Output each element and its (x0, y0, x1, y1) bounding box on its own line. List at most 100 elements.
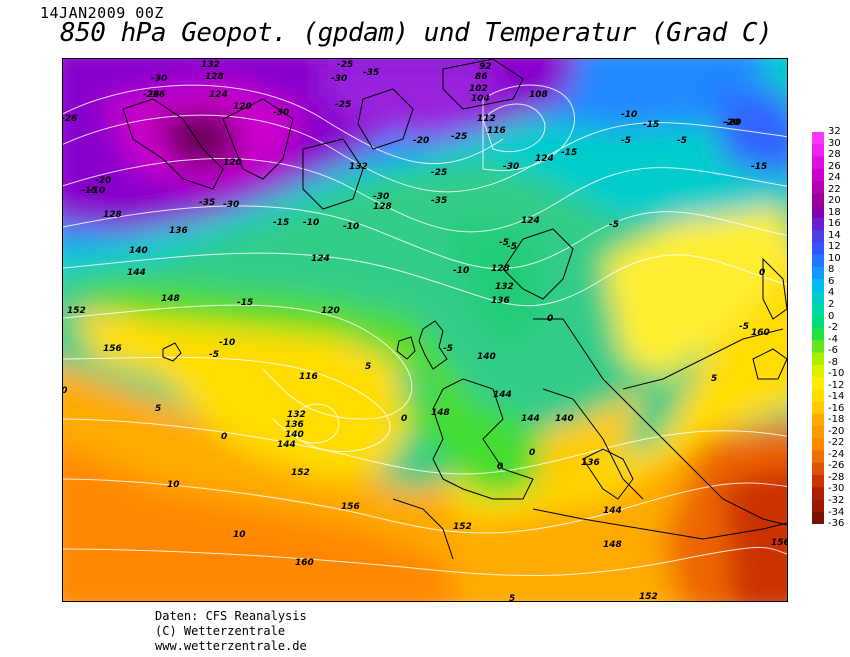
geopot-label: 144 (521, 414, 540, 424)
geopot-label: 156 (103, 344, 122, 354)
temp-label: 0 (497, 462, 503, 472)
credits-copyright: (C) Wetterzentrale (155, 624, 286, 638)
geopot-label: 140 (129, 246, 148, 256)
colorbar-tick-label: 22 (828, 183, 841, 195)
geopot-label: 148 (161, 294, 180, 304)
colorbar-swatch (812, 487, 824, 500)
temp-label: -10 (89, 186, 105, 196)
temp-label: -5 (209, 350, 219, 360)
colorbar-tick-label: -16 (828, 402, 845, 414)
colorbar-swatch (812, 328, 824, 341)
temp-label: -5 (677, 136, 687, 146)
geopot-label: 140 (477, 352, 496, 362)
temp-label: -15 (81, 186, 97, 196)
chart-title: 850 hPa Geopot. (gpdam) und Temperatur (… (60, 18, 773, 48)
colorbar-swatch (812, 144, 824, 157)
colorbar-swatch (812, 254, 824, 268)
colorbar-tick-label: -18 (828, 414, 845, 426)
credits-website: www.wetterzentrale.de (155, 639, 307, 653)
coastlines (122, 59, 787, 560)
geopot-label: 124 (521, 216, 540, 226)
geopot-label: 124 (535, 154, 554, 164)
geopot-label: 152 (67, 306, 86, 316)
temp-label: -15 (273, 218, 289, 228)
colorbar-tick-label: 24 (828, 172, 841, 184)
colorbar-swatch (812, 193, 824, 206)
colorbar-swatch (812, 377, 824, 390)
map-canvas: -30 -25 -35 -30 -26 -25 -30 -20 -10 -15 … (63, 59, 787, 601)
temp-label: -5 (499, 238, 509, 248)
temp-label: -5 (507, 242, 517, 252)
colorbar-swatch (812, 315, 824, 329)
temp-label: -10 (343, 222, 359, 232)
geopot-label: 140 (285, 430, 304, 440)
geopot-label: 112 (477, 114, 496, 124)
geopot-label: 132 (349, 162, 368, 172)
colorbar-swatch (812, 156, 824, 170)
temp-label: 0 (759, 268, 765, 278)
colorbar-tick-label: -24 (828, 448, 845, 460)
geopot-label: 132 (201, 60, 220, 70)
temp-label: -35 (199, 198, 215, 208)
colorbar-tick-label: 32 (828, 126, 841, 137)
colorbar-swatch (812, 389, 824, 402)
colorbar-tick-label: -36 (828, 518, 845, 529)
colorbar-tick-label: -32 (828, 494, 845, 506)
temp-label: -20 (723, 118, 739, 128)
geopot-label: 104 (471, 94, 490, 104)
colorbar-tick-label: 4 (828, 287, 835, 299)
colorbar-tick-label: -22 (828, 437, 845, 449)
colorbar-tick-label: -14 (828, 391, 845, 403)
colorbar-swatch (812, 217, 824, 231)
geopot-label: 140 (555, 414, 574, 424)
colorbar-tick-label: -26 (828, 460, 845, 472)
geopot-label: 136 (491, 296, 510, 306)
geopot-label: 116 (299, 372, 318, 382)
geopot-label: 160 (751, 328, 770, 338)
temp-label: 0 (401, 414, 407, 424)
geopot-label: 128 (491, 264, 510, 274)
colorbar-swatch (812, 181, 824, 194)
geopot-label: 124 (311, 254, 330, 264)
colorbar-tick-label: 12 (828, 241, 841, 253)
colorbar-swatch (812, 279, 824, 292)
colorbar-swatch (812, 205, 824, 219)
colorbar-tick-label: 16 (828, 218, 841, 230)
temp-label: -10 (453, 266, 469, 276)
colorbar-swatch (812, 132, 824, 145)
colorbar-tick-label: 14 (828, 229, 841, 241)
geopot-label: 148 (603, 540, 622, 550)
temp-label: -25 (337, 60, 353, 70)
timestamp: 14JAN2009 00Z (40, 4, 164, 22)
temp-label: -15 (561, 148, 577, 158)
geopot-label: 156 (771, 538, 787, 548)
geopot-label: 86 (475, 72, 488, 82)
temp-label: -5 (609, 220, 619, 230)
temp-label: -26 (149, 90, 165, 100)
temp-label: -5 (739, 322, 749, 332)
colorbar-tick-label: -28 (828, 471, 845, 483)
temp-label: -15 (643, 120, 659, 130)
colorbar-swatch (812, 291, 824, 304)
colorbar-swatch (812, 450, 824, 464)
temp-label: -20 (725, 118, 741, 128)
colorbar-tick-label: 2 (828, 298, 835, 310)
geopot-label: 136 (581, 458, 600, 468)
temp-label: -26 (63, 114, 77, 124)
geopot-label: 128 (205, 72, 224, 82)
temp-label: -30 (331, 74, 347, 84)
geopot-label: 108 (529, 90, 548, 100)
colorbar-tick-label: -20 (828, 425, 845, 437)
geopot-label: 102 (469, 84, 488, 94)
temp-label: 0 (221, 432, 227, 442)
weather-map: -30 -25 -35 -30 -26 -25 -30 -20 -10 -15 … (62, 58, 788, 602)
temp-label: -35 (431, 196, 447, 206)
colorbar-tick-label: 10 (828, 252, 841, 264)
colorbar-swatch (812, 168, 824, 182)
colorbar-tick-label: -2 (828, 322, 838, 333)
temp-label: -30 (373, 192, 389, 202)
colorbar-swatch (812, 340, 824, 353)
geopot-label: 136 (285, 420, 304, 430)
colorbar-swatch (812, 242, 824, 255)
colorbar-tick-label: -10 (828, 368, 845, 380)
